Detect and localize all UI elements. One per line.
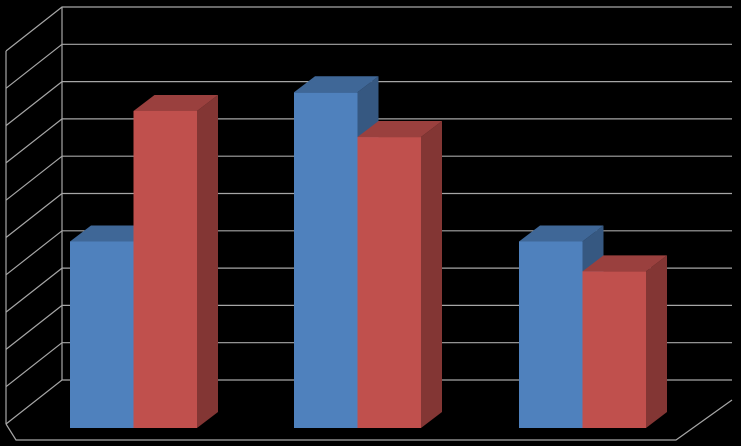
bar-top-face (582, 255, 667, 272)
bar-front-face (519, 241, 583, 428)
bar-front-face (582, 271, 646, 428)
bar (133, 94, 218, 428)
bar-side-face (421, 121, 442, 428)
bar-front-face (70, 241, 134, 428)
bar-front-face (357, 137, 421, 428)
bar-top-face (133, 94, 218, 111)
bar (357, 121, 442, 428)
gridlines (5, 6, 733, 441)
bar-top-face (519, 225, 604, 242)
bar-front-face (294, 92, 358, 429)
bar-top-face (294, 76, 379, 93)
bar-side-face (197, 94, 218, 428)
floor-edge (5, 399, 733, 441)
bar-top-face (70, 225, 155, 242)
bar-side-face (646, 255, 667, 428)
bar-front-face (133, 110, 197, 428)
bars (70, 76, 667, 429)
bar (582, 255, 667, 428)
bar-top-face (357, 121, 442, 138)
